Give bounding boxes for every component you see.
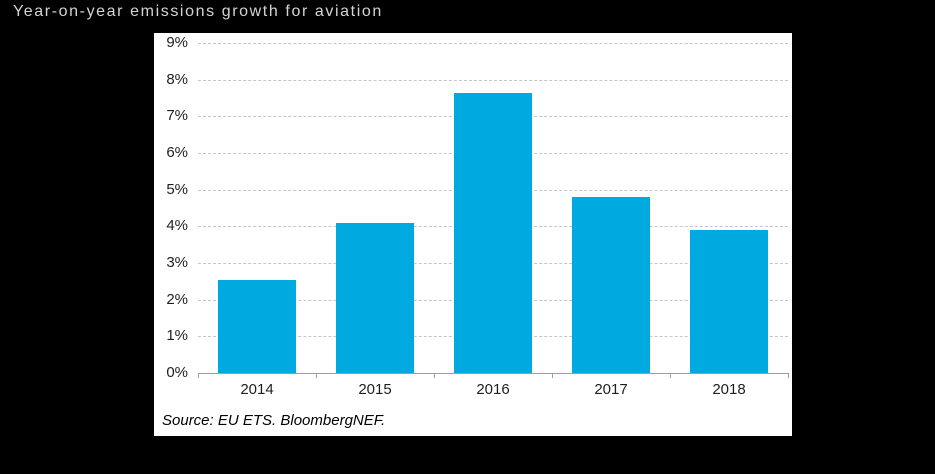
x-tick-label-2017: 2017 — [594, 381, 628, 398]
x-axis-tick — [552, 373, 553, 378]
y-tick-label-2pct: 2% — [166, 290, 188, 308]
y-tick-label-4pct: 4% — [166, 217, 188, 235]
x-axis-tick — [788, 373, 789, 378]
gridline-8% — [198, 79, 788, 81]
bar-2014 — [218, 279, 296, 373]
bar-2015 — [336, 222, 414, 373]
y-tick-label-1pct: 1% — [166, 327, 188, 345]
x-axis-tick — [434, 373, 435, 378]
x-tick-label-2018: 2018 — [712, 381, 746, 398]
x-axis-line — [198, 373, 788, 374]
bar-2017 — [572, 197, 650, 373]
x-axis-tick — [198, 373, 199, 378]
x-tick-label-2015: 2015 — [358, 381, 392, 398]
source-note: Source: EU ETS. BloombergNEF. — [162, 412, 386, 429]
y-tick-label-0pct: 0% — [166, 364, 188, 381]
y-tick-label-5pct: 5% — [166, 180, 188, 198]
x-axis-tick — [670, 373, 671, 378]
bar-2016 — [454, 92, 532, 373]
y-tick-label-7pct: 7% — [166, 107, 188, 125]
y-tick-label-3pct: 3% — [166, 254, 188, 271]
bar-2018 — [690, 230, 768, 373]
x-tick-label-2014: 2014 — [240, 381, 274, 398]
gridline-9% — [198, 43, 788, 44]
y-tick-label-9pct: 9% — [166, 34, 188, 51]
x-axis-tick — [316, 373, 317, 378]
chart-panel: 0% 1% 2% 3% 4% 5% 6% 7% 8% 9% 2014 2015 2016 2017 201… — [154, 33, 792, 436]
plot-area — [198, 43, 788, 373]
chart-title: Year-on-year emissions growth for aviati… — [13, 3, 383, 20]
y-tick-label-6pct: 6% — [166, 144, 188, 161]
y-tick-label-8pct: 8% — [166, 70, 188, 88]
x-tick-label-2016: 2016 — [476, 381, 510, 398]
